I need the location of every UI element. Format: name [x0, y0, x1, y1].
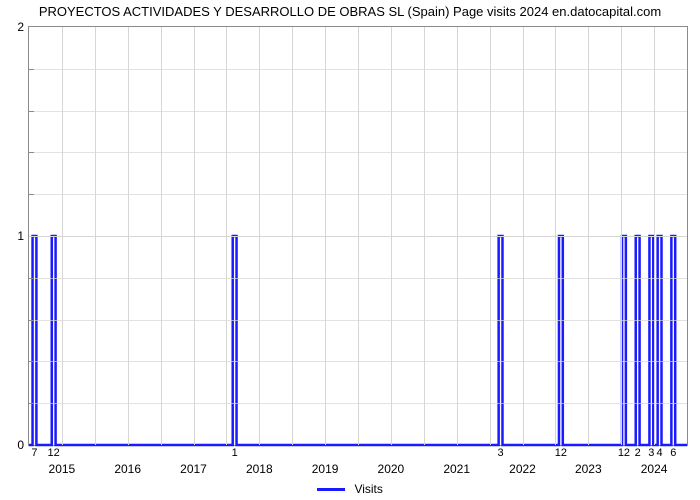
- x-tick-year: 2018: [246, 462, 273, 476]
- x-tick-year: 2022: [509, 462, 536, 476]
- spike-label: 3: [498, 447, 504, 459]
- x-tick-year: 2015: [49, 462, 76, 476]
- legend-label: Visits: [354, 482, 382, 496]
- spike-label: 12: [48, 447, 60, 459]
- visits-chart: PROYECTOS ACTIVIDADES Y DESARROLLO DE OB…: [0, 0, 700, 500]
- spike-label: 2: [635, 447, 641, 459]
- x-tick-year: 2023: [575, 462, 602, 476]
- y-tick-label: 1: [0, 229, 24, 243]
- legend: Visits: [0, 482, 700, 496]
- x-tick-year: 2024: [641, 462, 668, 476]
- spike-label: 4: [657, 447, 663, 459]
- spike-label: 3: [648, 447, 654, 459]
- legend-swatch: [317, 488, 345, 491]
- x-tick-year: 2016: [114, 462, 141, 476]
- chart-title: PROYECTOS ACTIVIDADES Y DESARROLLO DE OB…: [0, 4, 700, 19]
- spike-label: 1: [232, 447, 238, 459]
- x-tick-year: 2017: [180, 462, 207, 476]
- plot-area: [28, 26, 688, 446]
- spike-label: 12: [618, 447, 630, 459]
- y-tick-label: 0: [0, 438, 24, 452]
- x-tick-year: 2020: [378, 462, 405, 476]
- x-tick-year: 2019: [312, 462, 339, 476]
- spike-label: 6: [670, 447, 676, 459]
- spike-label: 12: [555, 447, 567, 459]
- spike-label: 7: [31, 447, 37, 459]
- y-tick-label: 2: [0, 20, 24, 34]
- x-tick-year: 2021: [443, 462, 470, 476]
